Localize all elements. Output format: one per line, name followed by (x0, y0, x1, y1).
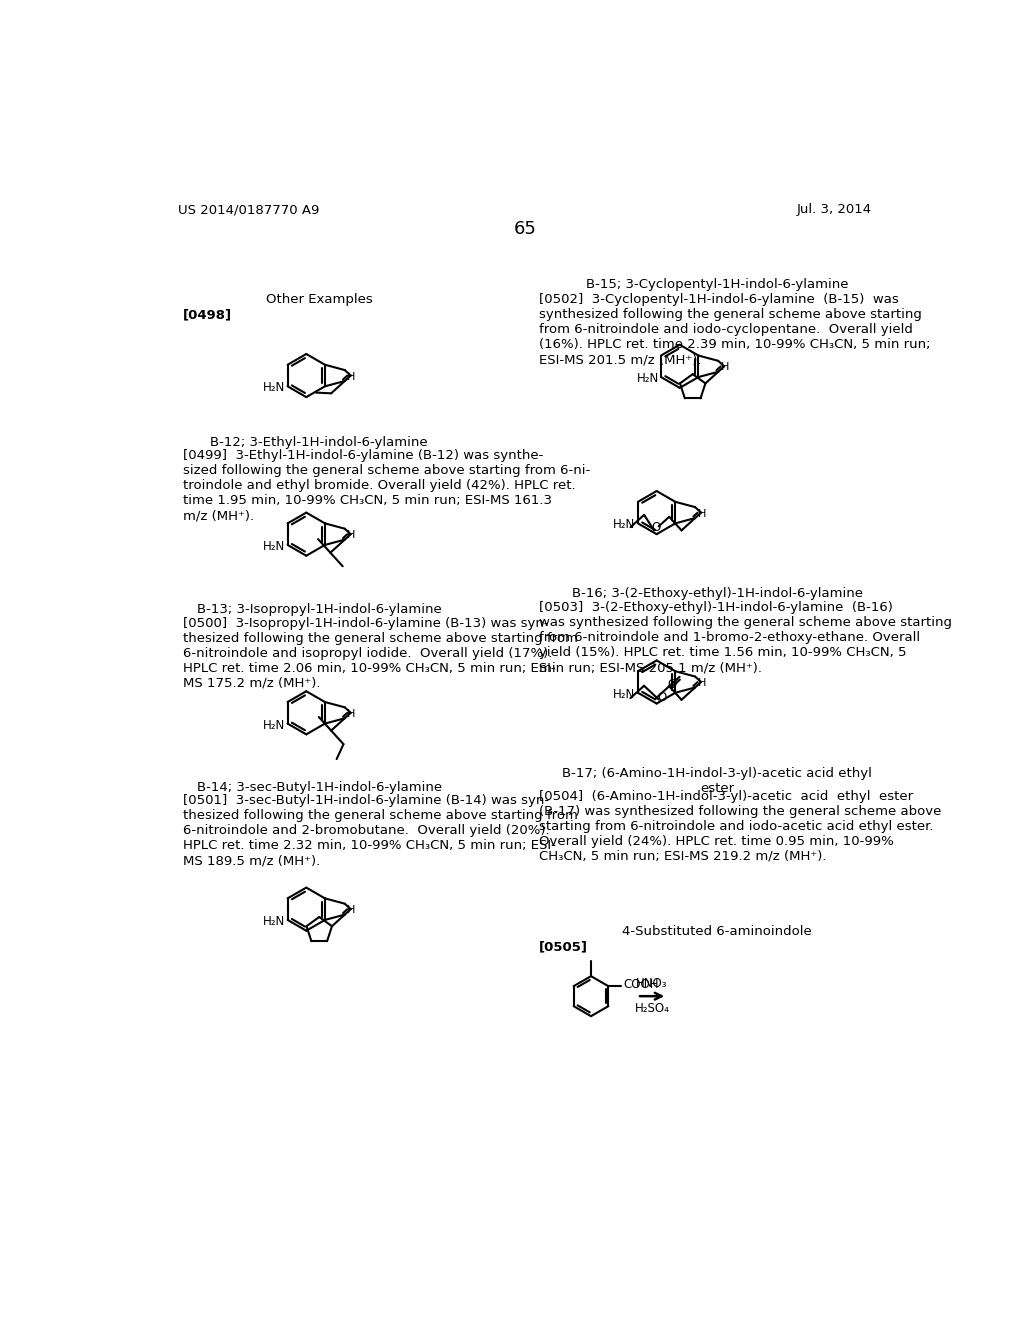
Text: B-16; 3-(2-Ethoxy-ethyl)-1H-indol-6-ylamine: B-16; 3-(2-Ethoxy-ethyl)-1H-indol-6-ylam… (571, 587, 863, 601)
Text: B-13; 3-Isopropyl-1H-indol-6-ylamine: B-13; 3-Isopropyl-1H-indol-6-ylamine (197, 603, 441, 615)
Text: H₂SO₄: H₂SO₄ (635, 1002, 670, 1015)
Text: H: H (697, 508, 706, 519)
Text: [0504]  (6-Amino-1H-indol-3-yl)-acetic  acid  ethyl  ester
(B-17) was synthesize: [0504] (6-Amino-1H-indol-3-yl)-acetic ac… (539, 789, 941, 863)
Text: HNO₃: HNO₃ (636, 977, 668, 990)
Text: H₂N: H₂N (263, 915, 286, 928)
Text: H: H (721, 363, 729, 372)
Text: [0498]: [0498] (183, 309, 232, 322)
Text: H₂N: H₂N (263, 718, 286, 731)
Text: H₂N: H₂N (636, 372, 658, 385)
Text: B-14; 3-sec-Butyl-1H-indol-6-ylamine: B-14; 3-sec-Butyl-1H-indol-6-ylamine (197, 780, 441, 793)
Text: H₂N: H₂N (263, 540, 286, 553)
Text: H₂N: H₂N (613, 688, 636, 701)
Text: H: H (347, 372, 355, 381)
Text: B-15; 3-Cyclopentyl-1H-indol-6-ylamine: B-15; 3-Cyclopentyl-1H-indol-6-ylamine (586, 277, 849, 290)
Text: O: O (668, 678, 677, 692)
Text: H: H (347, 906, 355, 915)
Text: [0501]  3-sec-Butyl-1H-indol-6-ylamine (B-14) was syn-
thesized following the ge: [0501] 3-sec-Butyl-1H-indol-6-ylamine (B… (183, 795, 578, 867)
Text: [0503]  3-(2-Ethoxy-ethyl)-1H-indol-6-ylamine  (B-16)
was synthesized following : [0503] 3-(2-Ethoxy-ethyl)-1H-indol-6-yla… (539, 601, 951, 675)
Text: [0500]  3-Isopropyl-1H-indol-6-ylamine (B-13) was syn-
thesized following the ge: [0500] 3-Isopropyl-1H-indol-6-ylamine (B… (183, 616, 578, 689)
Text: 65: 65 (513, 220, 537, 238)
Text: Other Examples: Other Examples (266, 293, 373, 306)
Text: B-12; 3-Ethyl-1H-indol-6-ylamine: B-12; 3-Ethyl-1H-indol-6-ylamine (210, 436, 428, 449)
Text: H₂N: H₂N (263, 381, 286, 395)
Text: COOH: COOH (623, 978, 658, 991)
Text: [0502]  3-Cyclopentyl-1H-indol-6-ylamine  (B-15)  was
synthesized following the : [0502] 3-Cyclopentyl-1H-indol-6-ylamine … (539, 293, 930, 366)
Text: H: H (347, 531, 355, 540)
Text: O: O (652, 521, 662, 533)
Text: H₂N: H₂N (613, 519, 636, 532)
Text: H: H (347, 709, 355, 719)
Text: B-17; (6-Amino-1H-indol-3-yl)-acetic acid ethyl
ester: B-17; (6-Amino-1H-indol-3-yl)-acetic aci… (562, 767, 872, 795)
Text: H: H (697, 678, 706, 688)
Text: [0499]  3-Ethyl-1H-indol-6-ylamine (B-12) was synthe-
sized following the genera: [0499] 3-Ethyl-1H-indol-6-ylamine (B-12)… (183, 449, 590, 523)
Text: 4-Substituted 6-aminoindole: 4-Substituted 6-aminoindole (623, 924, 812, 937)
Text: US 2014/0187770 A9: US 2014/0187770 A9 (178, 203, 319, 216)
Text: O: O (657, 690, 667, 704)
Text: [0505]: [0505] (539, 941, 588, 954)
Text: Jul. 3, 2014: Jul. 3, 2014 (797, 203, 871, 216)
